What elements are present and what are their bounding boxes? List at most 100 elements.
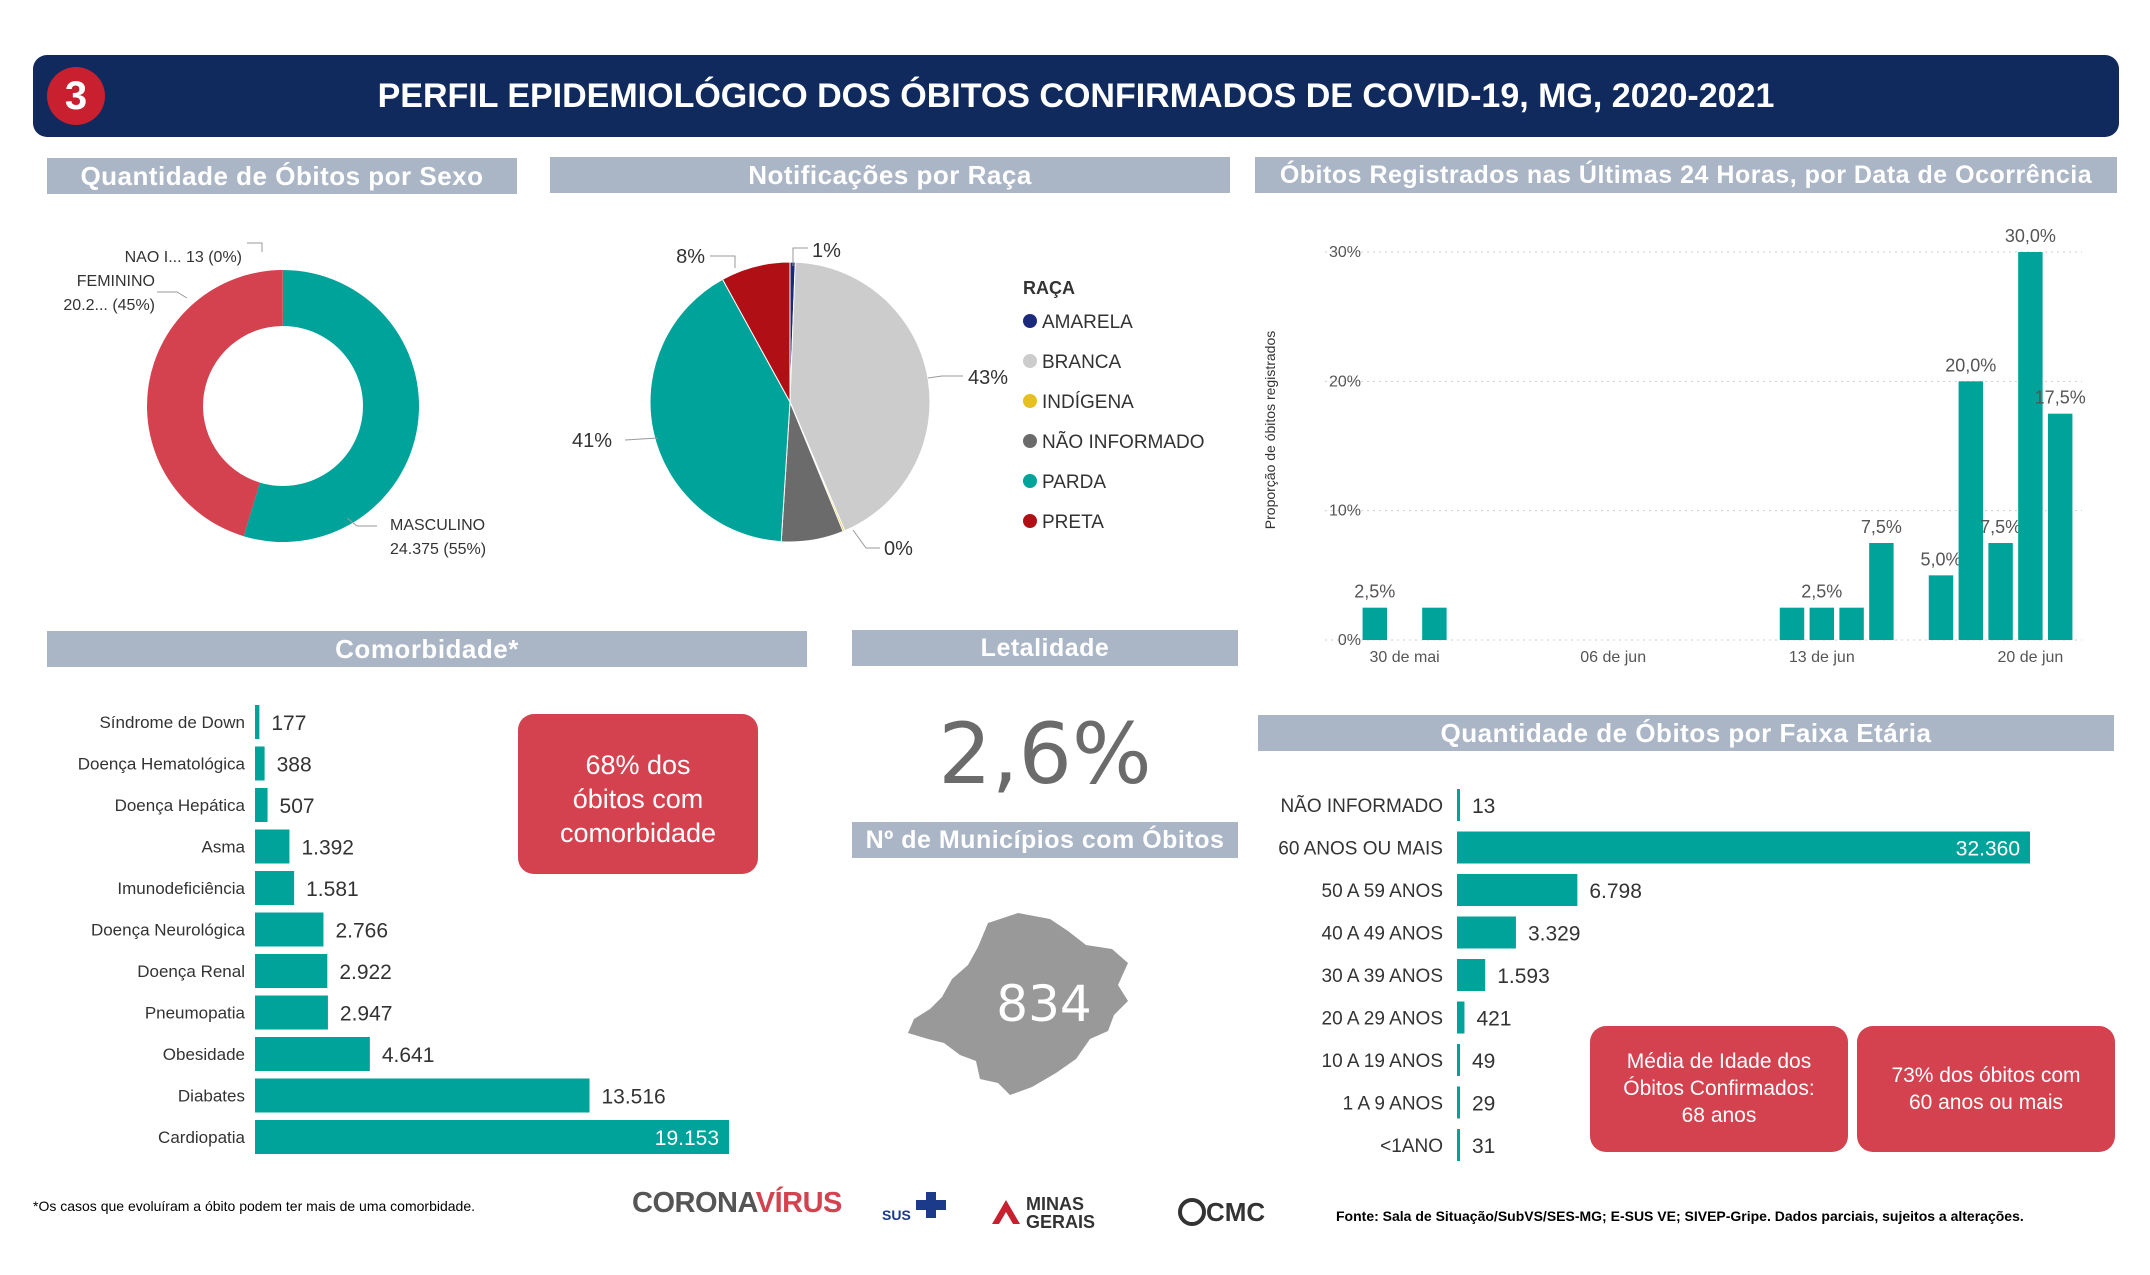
deaths24-bar	[1779, 607, 1805, 640]
age-bar	[1457, 1044, 1460, 1076]
sex-label-feminino-value: 20.2... (45%)	[63, 297, 155, 314]
race-pct-parda: 41%	[572, 430, 612, 452]
comorb-category-label: Doença Hematológica	[78, 755, 246, 774]
race-legend-marker-preta	[1023, 514, 1037, 528]
mean-age-callout-line1: Média de Idade dos	[1626, 1050, 1812, 1073]
age-panel-title: Quantidade de Óbitos por Faixa Etária	[1258, 715, 2114, 751]
mean-age-callout-line3: 68 anos	[1681, 1104, 1757, 1127]
deaths24-data-label: 2,5%	[1354, 582, 1395, 602]
section-number-badge: 3	[47, 67, 105, 125]
age-category-label: <1ANO	[1380, 1136, 1443, 1157]
government-logos: SUS MINAS GERAIS CMC	[882, 1192, 1265, 1232]
age-bar-chart: NÃO INFORMADO 13 60 ANOS OU MAIS 32.360 50 A…	[1278, 789, 2030, 1161]
comorb-bar-chart: Síndrome de Down 177 Doença Hematológica 38…	[78, 705, 729, 1154]
race-pie-chart: 1% 8% 43% 41% 0% RAÇA AMARELA BRANCA INDÍG…	[572, 240, 1205, 560]
race-legend-title: RAÇA	[1023, 278, 1075, 298]
comorb-value-label: 2.766	[335, 920, 388, 943]
age-value-label: 6.798	[1589, 880, 1642, 903]
deaths24-bar	[1928, 575, 1954, 640]
header-banner: PERFIL EPIDEMIOLÓGICO DOS ÓBITOS CONFIRM…	[33, 55, 2119, 137]
deaths24-xtick: 30 de mai	[1369, 649, 1439, 666]
comorb-category-label: Doença Renal	[137, 962, 245, 981]
deaths24-data-label: 2,5%	[1801, 582, 1842, 602]
deaths24-ytick: 10%	[1329, 503, 1361, 520]
race-pct-nao-informado: 0%	[884, 538, 913, 560]
sus-cross-icon	[916, 1192, 946, 1218]
race-legend-marker-indigena	[1023, 394, 1037, 408]
age-category-label: NÃO INFORMADO	[1280, 795, 1443, 817]
over60-callout: 73% dos óbitos com 60 anos ou mais	[1857, 1026, 2115, 1152]
lethality-value: 2,6%	[938, 705, 1152, 803]
comorb-bar	[255, 705, 260, 739]
comorbidity-callout-line2: óbitos com	[572, 784, 704, 814]
comorb-value-label: 4.641	[382, 1044, 435, 1067]
age-category-label: 50 A 59 ANOS	[1322, 881, 1443, 902]
sus-logo-text: SUS	[882, 1207, 911, 1223]
comorb-value-label: 177	[271, 712, 306, 735]
race-legend-marker-parda	[1023, 474, 1037, 488]
comorb-category-label: Pneumopatia	[145, 1004, 246, 1023]
age-bar	[1457, 1086, 1460, 1119]
comorb-value-label: 2.922	[339, 961, 392, 984]
coronavirus-logo-part1: CORONA	[632, 1187, 756, 1219]
comorb-category-label: Imunodeficiência	[117, 879, 245, 898]
deaths24-bar	[1958, 381, 1984, 640]
comorb-bar	[255, 871, 295, 905]
comorb-value-label: 507	[280, 795, 315, 818]
age-bar	[1457, 916, 1516, 949]
age-category-label: 20 A 29 ANOS	[1322, 1009, 1443, 1030]
municipios-value: 834	[996, 975, 1092, 1033]
age-value-label: 32.360	[1956, 838, 2020, 861]
deaths24-bar	[1839, 607, 1864, 640]
comorb-bar	[255, 746, 265, 781]
sex-donut-chart: NAO I... 13 (0%) FEMININO 20.2... (45%) …	[63, 242, 486, 558]
footnote: *Os casos que evoluíram a óbito podem te…	[33, 1198, 476, 1214]
comorb-bar	[255, 1120, 729, 1154]
age-value-label: 31	[1472, 1135, 1495, 1158]
comorb-bar	[255, 995, 328, 1030]
comorb-value-label: 19.153	[655, 1127, 719, 1150]
comorb-value-label: 2.947	[340, 1003, 393, 1026]
age-value-label: 3.329	[1528, 923, 1581, 946]
comorb-bar	[255, 829, 290, 864]
comorb-panel-title: Comorbidade*	[47, 631, 807, 667]
deaths24-ylabel: Proporção de óbitos registrados	[1262, 331, 1278, 529]
comorb-category-label: Doença Neurológica	[91, 921, 246, 940]
comorb-category-label: Asma	[202, 838, 246, 857]
mg-logo-line2: GERAIS	[1026, 1212, 1095, 1232]
deaths24-bar	[2018, 252, 2043, 640]
over60-callout-line1: 73% dos óbitos com	[1891, 1064, 2081, 1087]
sex-panel-title: Quantidade de Óbitos por Sexo	[47, 158, 517, 194]
comorb-category-label: Síndrome de Down	[99, 713, 245, 732]
deaths24-bar	[1422, 607, 1447, 640]
deaths24-data-label: 17,5%	[2035, 388, 2086, 408]
comorb-bar	[255, 1037, 370, 1071]
coronavirus-logo: CORONAVÍRUS	[632, 1187, 842, 1220]
age-value-label: 421	[1476, 1008, 1511, 1031]
comorb-value-label: 1.392	[301, 837, 354, 860]
sex-label-feminino-name: FEMININO	[77, 273, 155, 290]
comorb-bar	[255, 912, 324, 947]
deaths24-bar	[1809, 607, 1835, 640]
race-pct-branca: 43%	[968, 367, 1008, 389]
age-category-label: 30 A 39 ANOS	[1322, 966, 1443, 987]
comorb-category-label: Doença Hepática	[115, 796, 246, 815]
cmc-logo-text: CMC	[1206, 1197, 1265, 1227]
age-value-label: 1.593	[1497, 965, 1550, 988]
sex-label-masculino-value: 24.375 (55%)	[390, 541, 486, 558]
race-legend-label-indigena: INDÍGENA	[1042, 392, 1134, 413]
deaths24-bar	[1362, 607, 1388, 640]
sex-label-masculino-name: MASCULINO	[390, 517, 485, 534]
age-bar	[1457, 874, 1578, 906]
age-bar	[1457, 1001, 1465, 1034]
lethality-panel-title: Letalidade	[852, 630, 1238, 666]
deaths24-bar	[2047, 413, 2073, 640]
race-slice-parda	[649, 278, 791, 543]
age-category-label: 60 ANOS OU MAIS	[1278, 839, 1443, 860]
race-legend-marker-branca	[1023, 354, 1037, 368]
cmc-logo-icon	[1178, 1198, 1206, 1226]
comorbidity-callout-line3: comorbidade	[559, 818, 717, 848]
sex-label-nao-informado: NAO I... 13 (0%)	[125, 249, 242, 266]
deaths24-data-label: 7,5%	[1861, 517, 1902, 537]
age-category-label: 40 A 49 ANOS	[1322, 924, 1443, 945]
